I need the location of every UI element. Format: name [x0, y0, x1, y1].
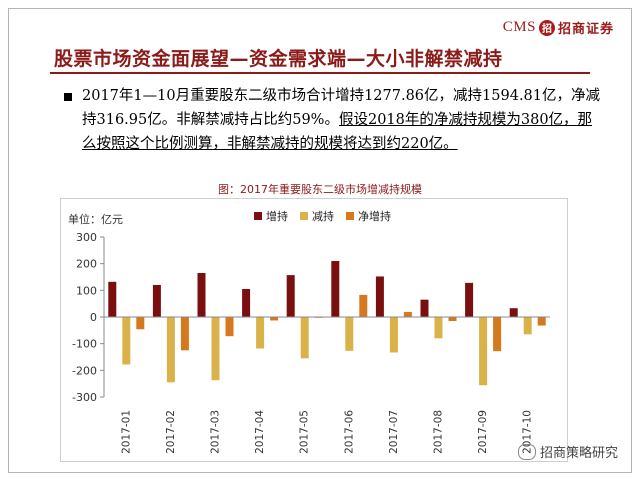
legend-label-increase: 增持	[266, 210, 288, 223]
bar-decrease	[256, 317, 265, 349]
bullet-square-icon	[64, 93, 72, 101]
y-tick-label: -300	[72, 391, 97, 404]
bar-net	[136, 317, 145, 330]
bar-net	[359, 294, 368, 317]
bar-decrease	[523, 317, 532, 335]
legend-item-net: 净增持	[346, 208, 391, 224]
bar-increase	[197, 273, 206, 317]
bar-increase	[242, 289, 251, 317]
x-tick-label: 2017-10	[522, 410, 534, 454]
bar-net	[448, 317, 457, 321]
bar-decrease	[479, 317, 488, 386]
x-tick-label: 2017-03	[210, 410, 222, 454]
legend-swatch-decrease	[300, 212, 308, 220]
x-tick-label: 2017-06	[343, 410, 355, 454]
watermark: 招商策略研究	[517, 442, 618, 461]
bar-decrease	[434, 317, 443, 339]
x-tick-label: 2017-07	[388, 410, 400, 454]
chart-title: 图：2017年重要股东二级市场增减持规模	[218, 183, 422, 196]
bar-increase	[331, 261, 340, 317]
legend-label-net: 净增持	[358, 210, 391, 223]
bar-increase	[286, 275, 295, 317]
bar-decrease	[300, 317, 309, 359]
title-divider	[50, 72, 590, 74]
wechat-icon	[517, 443, 536, 460]
legend-item-decrease: 减持	[300, 208, 334, 224]
bar-decrease	[389, 317, 398, 353]
x-tick-label: 2017-08	[433, 410, 445, 454]
y-tick-label: 300	[76, 231, 97, 244]
bar-increase	[465, 282, 474, 317]
bar-increase	[375, 276, 384, 317]
bar-net	[180, 317, 189, 351]
chart-legend: 增持 减持 净增持	[254, 208, 391, 224]
bar-increase	[152, 285, 161, 317]
x-tick-label: 2017-01	[120, 410, 132, 454]
bar-net	[225, 317, 234, 337]
x-tick-label: 2017-09	[477, 410, 489, 454]
bar-decrease	[122, 317, 131, 365]
x-tick-label: 2017-04	[254, 410, 266, 454]
y-tick-label: -200	[72, 364, 97, 377]
x-tick-label: 2017-05	[299, 410, 311, 454]
brand-logo: CMS 招 招商证券	[503, 18, 614, 37]
bar-decrease	[345, 317, 354, 351]
legend-item-increase: 增持	[254, 208, 288, 224]
brand-cms-text: CMS	[502, 19, 536, 35]
bar-net	[270, 317, 279, 321]
bar-decrease	[166, 317, 175, 383]
legend-swatch-net	[346, 212, 354, 220]
y-tick-label: 0	[90, 311, 97, 324]
legend-label-decrease: 减持	[312, 210, 334, 223]
chart-unit-label: 单位：亿元	[68, 213, 123, 226]
paragraph-underlined: 假设2018年的净减持规模为380亿，那么按照这个比例测算，非解禁减持的规模将达…	[82, 112, 593, 152]
bar-increase	[108, 281, 117, 317]
paragraph-plain: 2017年1—10月重要股东二级市场合计增持1277.86亿，减持1594.81…	[82, 88, 600, 128]
bar-decrease	[211, 317, 220, 381]
x-tick-label: 2017-02	[165, 410, 177, 454]
slide-paragraph: 2017年1—10月重要股东二级市场合计增持1277.86亿，减持1594.81…	[82, 84, 602, 156]
y-tick-label: 200	[76, 258, 97, 271]
y-tick-label: 100	[76, 284, 97, 297]
slide-title: 股票市场资金面展望—资金需求端—大小非解禁减持	[54, 48, 503, 70]
legend-swatch-increase	[254, 212, 262, 220]
bar-net	[493, 317, 502, 352]
bar-increase	[420, 299, 429, 317]
bar-net	[537, 317, 546, 326]
watermark-text: 招商策略研究	[539, 446, 618, 461]
bar-net	[403, 311, 412, 317]
y-tick-label: -100	[72, 338, 97, 351]
brand-cn-text: 招商证券	[557, 21, 614, 36]
brand-seal-icon: 招	[538, 19, 555, 36]
bar-increase	[509, 308, 518, 317]
